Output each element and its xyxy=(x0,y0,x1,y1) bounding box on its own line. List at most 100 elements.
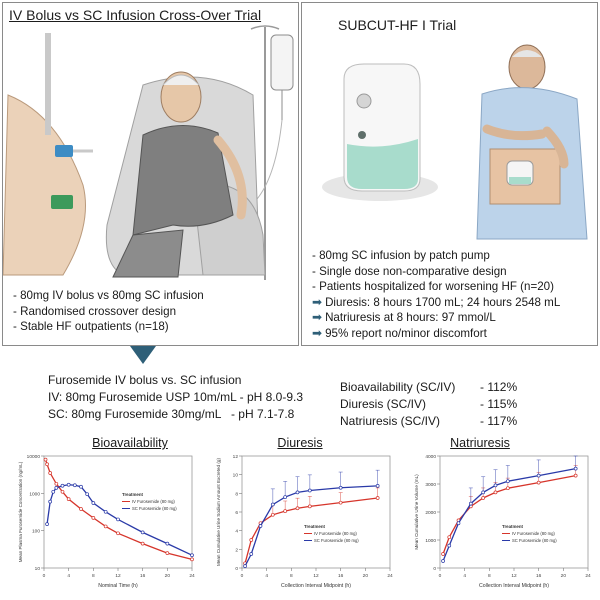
data-point xyxy=(54,486,59,490)
subcut-bullet: - Single dose non-comparative design xyxy=(312,264,507,278)
x-tick-label: 24 xyxy=(387,573,393,579)
ratio-label: Diuresis (SC/IV) xyxy=(340,397,427,411)
data-point xyxy=(307,488,312,493)
subcut-bullet: - Patients hospitalized for worsening HF… xyxy=(312,280,554,293)
y-tick-label: 10000 xyxy=(27,454,41,460)
data-point xyxy=(91,501,96,505)
x-tick-label: 20 xyxy=(165,573,171,579)
data-point xyxy=(249,538,254,542)
legend-label: IV Furosemide (80 mg) xyxy=(314,531,357,536)
iv-bullet: - Randomised crossover design xyxy=(13,304,177,318)
highlight-item: ➡ Diuresis: 8 hours 1700 mL; 24 hours 254… xyxy=(312,295,560,311)
highlight-text: Natriuresis at 8 hours: 97 mmol/L xyxy=(325,311,496,324)
y-tick-label: 4 xyxy=(235,529,238,535)
legend-label: SC Furosemide (80 mg) xyxy=(512,538,557,543)
iv-trial-bullets: - 80mg IV bolus vs 80mg SC infusion - Ra… xyxy=(13,288,204,335)
data-point xyxy=(48,471,53,475)
iv-vs-sc-panel: IV Bolus vs SC Infusion Cross-Over Trial… xyxy=(2,2,299,346)
data-point xyxy=(536,473,541,478)
x-tick-label: 0 xyxy=(439,573,442,579)
data-point xyxy=(258,524,263,528)
data-point xyxy=(116,517,120,522)
ratio-row: Bioavailability (SC/IV) - 112% xyxy=(340,379,517,396)
iv-bag xyxy=(270,34,294,91)
chart-title-bioavailability: Bioavailability xyxy=(92,436,168,450)
highlight-text: 95% report no/minor discomfort xyxy=(325,326,487,340)
data-point xyxy=(72,483,77,488)
data-point xyxy=(295,506,300,511)
data-point xyxy=(66,482,71,487)
data-point xyxy=(573,466,578,471)
data-point xyxy=(505,486,510,491)
data-point xyxy=(48,499,53,504)
chart-title-natriuresis: Natriuresis xyxy=(450,436,510,450)
x-axis-label: Nominal Time (h) xyxy=(98,583,138,589)
subcut-hf-panel: SUBCUT-HF I Trial - 80mg SC infusion by … xyxy=(301,2,598,346)
data-point xyxy=(190,557,194,562)
data-point xyxy=(456,521,461,526)
patient-body xyxy=(132,124,234,236)
data-point xyxy=(140,541,145,546)
y-axis-label: Mean Cumulative Urine Volume (mL) xyxy=(414,474,419,550)
legend-title: Treatment xyxy=(122,492,144,497)
ratio-label: Bioavailability (SC/IV) xyxy=(340,380,456,394)
data-point xyxy=(283,509,288,513)
data-point xyxy=(468,501,473,506)
data-point xyxy=(505,479,510,484)
data-point xyxy=(51,489,56,494)
data-point xyxy=(116,531,120,536)
ratio-label: Natriuresis (SC/IV) xyxy=(340,414,441,428)
series-line xyxy=(244,497,378,564)
summary-heading: Furosemide IV bolus vs. SC infusion xyxy=(48,373,242,387)
y-tick-label: 4000 xyxy=(425,454,436,460)
arrow-right-icon: ➡ xyxy=(312,294,323,309)
ratio-row: Natriuresis (SC/IV) - 117% xyxy=(340,413,517,430)
data-point xyxy=(493,483,498,488)
iv-formulation: IV: 80mg Furosemide USP 10m/mL - pH 8.0-… xyxy=(48,390,303,404)
iv-infusion-illustration xyxy=(3,25,294,280)
x-tick-label: 16 xyxy=(338,573,344,579)
data-point xyxy=(441,552,445,556)
pump-button-icon xyxy=(356,93,372,109)
data-point xyxy=(165,541,170,546)
legend-title: Treatment xyxy=(502,524,524,529)
data-point xyxy=(249,552,254,556)
x-tick-label: 24 xyxy=(585,573,591,579)
data-point xyxy=(270,512,275,517)
data-point xyxy=(54,481,59,486)
data-point xyxy=(447,535,452,540)
data-point xyxy=(573,473,578,478)
y-tick-label: 8 xyxy=(235,491,238,497)
x-axis-label: Collection Interval Midpoint (h) xyxy=(479,583,549,589)
y-tick-label: 1000 xyxy=(29,491,40,497)
y-tick-label: 3000 xyxy=(425,482,436,488)
x-tick-label: 16 xyxy=(536,573,542,579)
ratio-value: - 117% xyxy=(480,414,518,428)
legend-label: SC Furosemide (80 mg) xyxy=(132,506,177,511)
arrow-right-icon: ➡ xyxy=(312,325,323,340)
data-point xyxy=(295,490,300,495)
ratio-row: Diuresis (SC/IV) - 115% xyxy=(340,396,517,413)
data-point xyxy=(66,497,71,501)
y-tick-label: 6 xyxy=(235,510,238,516)
iv-bullet: - Stable HF outpatients (n=18) xyxy=(13,320,169,333)
y-axis-label: Mean Cumulative Urine Sodium Amount Excr… xyxy=(216,458,221,566)
x-tick-label: 24 xyxy=(189,573,195,579)
data-point xyxy=(60,489,65,494)
ratio-value: - 115% xyxy=(480,397,518,411)
legend-label: IV Furosemide (80 mg) xyxy=(132,499,175,504)
data-point xyxy=(60,483,65,488)
x-tick-label: 4 xyxy=(67,573,70,579)
y-tick-label: 12 xyxy=(233,454,239,460)
plot-frame xyxy=(241,455,391,569)
data-point xyxy=(447,543,452,548)
ratio-value: - 112% xyxy=(480,380,518,394)
y-tick-label: 10 xyxy=(233,473,239,479)
data-point xyxy=(85,492,90,497)
x-tick-label: 4 xyxy=(463,573,466,579)
y-tick-label: 1000 xyxy=(425,538,436,544)
data-point xyxy=(79,507,83,511)
legend-label: SC Furosemide (80 mg) xyxy=(314,538,359,543)
x-tick-label: 12 xyxy=(313,573,319,579)
